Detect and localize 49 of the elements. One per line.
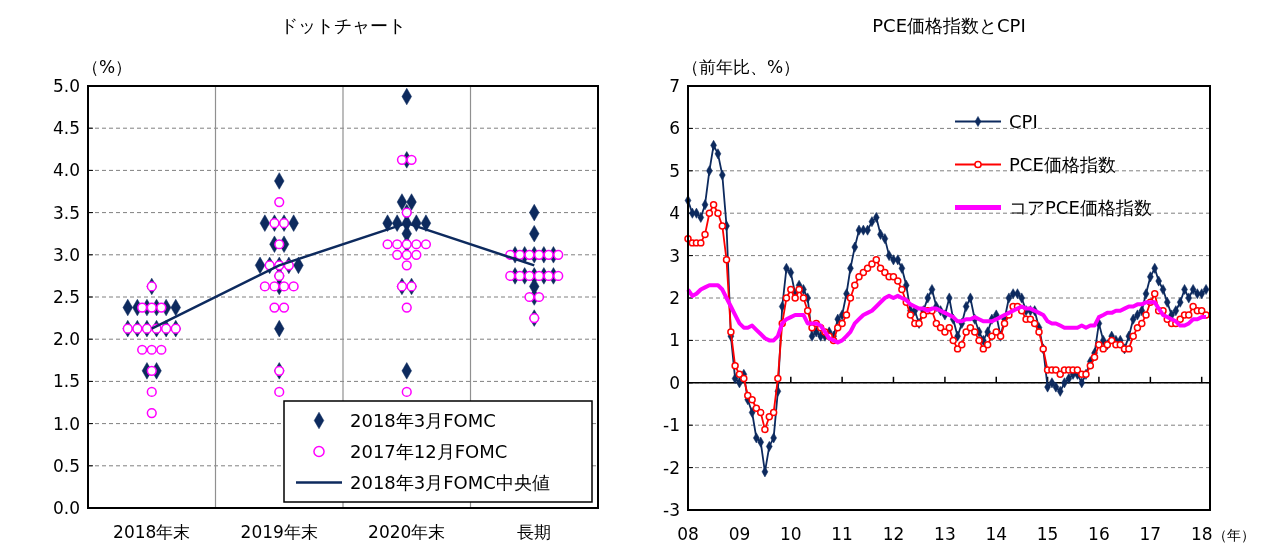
y-tick-label: 2 [669, 287, 680, 308]
x-tick-label: 16 [1088, 524, 1110, 544]
y-tick-label: 3.5 [52, 202, 80, 223]
x-tick-label: 長期 [517, 522, 552, 542]
y-tick-label: 4 [669, 203, 680, 224]
x-tick-label: 17 [1139, 524, 1162, 544]
y-tick-label: 5.0 [52, 75, 80, 96]
x-tick-label: 13 [934, 524, 956, 544]
x-axis-title: （年） [1213, 527, 1255, 543]
x-tick-label: 2020年末 [368, 522, 446, 542]
y-tick-label: -1 [663, 415, 680, 436]
y-tick-label: 1.0 [52, 413, 80, 434]
y-tick-label: 1 [669, 330, 680, 351]
y-tick-label: 7 [669, 75, 680, 96]
legend-label: 2018年3月FOMC中央値 [350, 471, 550, 493]
legend-label: コアPCE価格指数 [1009, 196, 1152, 218]
legend-label: 2018年3月FOMC [350, 409, 496, 431]
y-tick-label: 4.0 [52, 160, 80, 181]
x-tick-label: 2018年末 [113, 522, 191, 542]
y-tick-label: 2.0 [52, 329, 80, 350]
legend-label: 2017年12月FOMC [350, 440, 508, 462]
y-tick-label: -2 [663, 457, 680, 478]
y-tick-label: 3.0 [52, 244, 80, 265]
x-tick-label: 08 [677, 524, 699, 544]
y-tick-label: 6 [669, 118, 680, 139]
y-axis-title: （%） [82, 57, 133, 77]
x-tick-label: 15 [1036, 524, 1059, 544]
chart-title: ドットチャート [280, 15, 406, 36]
x-tick-label: 18 [1190, 524, 1213, 544]
x-tick-label: 14 [985, 524, 1008, 544]
y-tick-label: 2.5 [52, 286, 80, 307]
y-axis-title: （前年比、%） [682, 57, 801, 77]
x-tick-label: 09 [728, 524, 751, 544]
y-tick-label: 0.0 [52, 497, 80, 518]
chart-title: PCE価格指数とCPI [872, 15, 1026, 36]
y-tick-label: -3 [663, 499, 680, 520]
y-tick-label: 3 [669, 245, 680, 266]
y-tick-label: 1.5 [52, 371, 80, 392]
x-tick-label: 10 [779, 524, 802, 544]
x-tick-label: 11 [831, 524, 853, 544]
legend-label: CPI [1009, 110, 1038, 132]
y-tick-label: 5 [669, 160, 680, 181]
y-tick-label: 0.5 [52, 455, 80, 476]
x-tick-label: 12 [882, 524, 905, 544]
line-series [686, 283, 1209, 345]
x-tick-label: 2019年末 [240, 522, 318, 542]
legend-label: PCE価格指数 [1009, 153, 1116, 175]
y-tick-label: 0 [669, 372, 680, 393]
y-tick-label: 4.5 [52, 118, 80, 139]
